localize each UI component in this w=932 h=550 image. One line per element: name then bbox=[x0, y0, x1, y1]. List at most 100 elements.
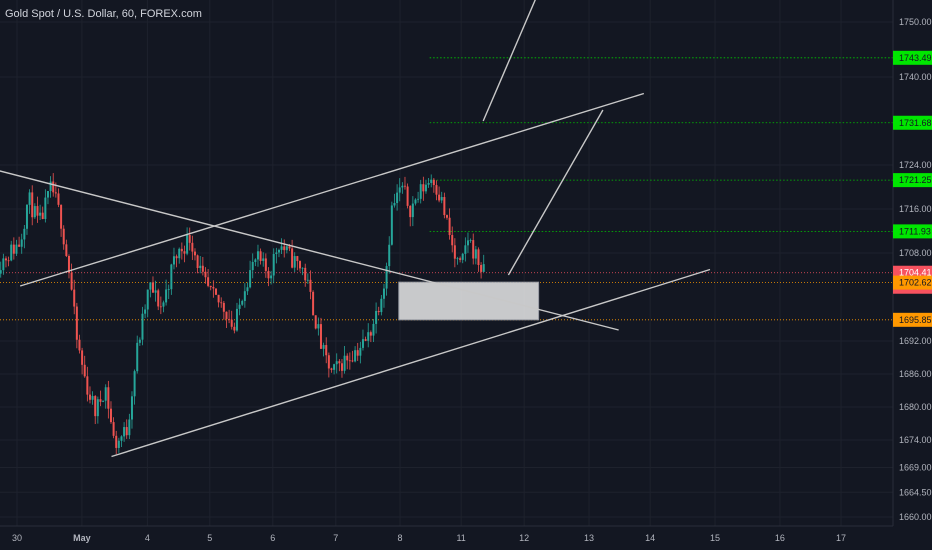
candle-body bbox=[464, 245, 467, 254]
candle-body bbox=[330, 368, 333, 370]
candle-body bbox=[191, 242, 194, 252]
candle-body bbox=[367, 332, 370, 341]
candle-body bbox=[288, 246, 291, 249]
candle-body bbox=[104, 387, 107, 401]
candle-body bbox=[193, 251, 196, 256]
candle-body bbox=[270, 275, 273, 279]
candle-body bbox=[146, 289, 149, 310]
candle-body bbox=[117, 440, 120, 448]
price-tick-label: 1686.00 bbox=[899, 369, 932, 379]
candle-body bbox=[309, 279, 312, 292]
candle-body bbox=[186, 234, 189, 254]
candle-body bbox=[204, 271, 207, 278]
candle-body bbox=[264, 258, 267, 271]
candle-body bbox=[149, 282, 152, 290]
trendline bbox=[507, 109, 604, 276]
candle-body bbox=[235, 308, 238, 331]
candle-body bbox=[249, 270, 252, 288]
candle-body bbox=[25, 204, 28, 229]
candle-body bbox=[259, 251, 262, 261]
candle-body bbox=[209, 285, 212, 288]
candle-body bbox=[196, 255, 199, 269]
candle-body bbox=[390, 205, 393, 245]
candle-body bbox=[356, 350, 359, 356]
candle-body bbox=[277, 249, 280, 253]
time-tick-label: 6 bbox=[270, 533, 275, 543]
candle-body bbox=[298, 261, 301, 269]
candle-body bbox=[78, 339, 81, 351]
price-tick-label: 1724.00 bbox=[899, 160, 932, 170]
candle-body bbox=[136, 342, 139, 372]
price-tick-label: 1660.00 bbox=[899, 512, 932, 522]
candle-body bbox=[230, 319, 233, 327]
candle-body bbox=[112, 422, 115, 436]
candle-body bbox=[369, 332, 372, 336]
level-price-label: 1743.49 bbox=[899, 53, 932, 63]
candle-body bbox=[217, 294, 220, 303]
candle-body bbox=[325, 345, 328, 356]
price-axis[interactable]: 1660.00 1664.50 1669.00 1674.00 1680.00 1686.… bbox=[899, 17, 932, 522]
candle-body bbox=[301, 267, 304, 269]
time-tick-label: 16 bbox=[775, 533, 785, 543]
candle-body bbox=[96, 399, 99, 417]
candle-body bbox=[477, 249, 480, 266]
candle-body bbox=[256, 251, 259, 260]
candle-body bbox=[469, 240, 472, 241]
candle-body bbox=[448, 217, 451, 236]
candle-body bbox=[144, 309, 147, 314]
candle-body bbox=[254, 259, 257, 262]
candle-body bbox=[49, 181, 52, 192]
candle-body bbox=[317, 324, 320, 329]
candle-body bbox=[359, 347, 362, 356]
candle-body bbox=[482, 264, 485, 272]
trendline bbox=[0, 170, 619, 331]
candle-body bbox=[86, 376, 89, 395]
candle-body bbox=[246, 287, 249, 292]
price-tick-label: 1674.00 bbox=[899, 435, 932, 445]
candle-body bbox=[243, 291, 246, 301]
candle-body bbox=[472, 240, 475, 259]
candle-body bbox=[238, 304, 241, 309]
candle-body bbox=[133, 371, 136, 397]
time-tick-label: 4 bbox=[145, 533, 150, 543]
candle-body bbox=[65, 244, 68, 256]
candle-body bbox=[354, 350, 357, 362]
price-tick-label: 1708.00 bbox=[899, 248, 932, 258]
candle-body bbox=[267, 270, 270, 279]
candle-body bbox=[57, 193, 60, 205]
candle-body bbox=[312, 291, 315, 316]
candle-body bbox=[443, 197, 446, 216]
candle-body bbox=[453, 245, 456, 259]
candle-body bbox=[159, 306, 162, 308]
candle-body bbox=[225, 311, 228, 320]
time-axis[interactable]: 30 May 4 5 6 7 8 11 12 13 14 15 16 17 bbox=[12, 533, 846, 543]
grid bbox=[0, 0, 893, 526]
candle-body bbox=[480, 265, 483, 272]
candle-body bbox=[138, 339, 141, 343]
candle-body bbox=[128, 419, 131, 436]
candle-body bbox=[461, 253, 464, 260]
candle-body bbox=[0, 270, 2, 274]
candle-body bbox=[172, 256, 175, 265]
candle-body bbox=[398, 187, 401, 193]
candle-body bbox=[414, 199, 417, 204]
candle-body bbox=[456, 258, 459, 260]
candle-body bbox=[346, 355, 349, 361]
candle-body bbox=[52, 181, 55, 193]
candle-body bbox=[275, 252, 278, 255]
time-tick-label: 30 bbox=[12, 533, 22, 543]
orange-price-label-bg bbox=[893, 312, 932, 327]
candle-body bbox=[94, 396, 97, 417]
zone-rectangle bbox=[398, 281, 540, 321]
candle-body bbox=[170, 264, 173, 290]
candle-body bbox=[430, 179, 433, 183]
candle-body bbox=[424, 184, 427, 192]
trendline bbox=[19, 92, 645, 287]
candle-body bbox=[162, 302, 165, 307]
candle-body bbox=[54, 192, 57, 194]
candle-body bbox=[220, 302, 223, 304]
candle-body bbox=[338, 361, 341, 364]
candle-body bbox=[335, 361, 338, 365]
